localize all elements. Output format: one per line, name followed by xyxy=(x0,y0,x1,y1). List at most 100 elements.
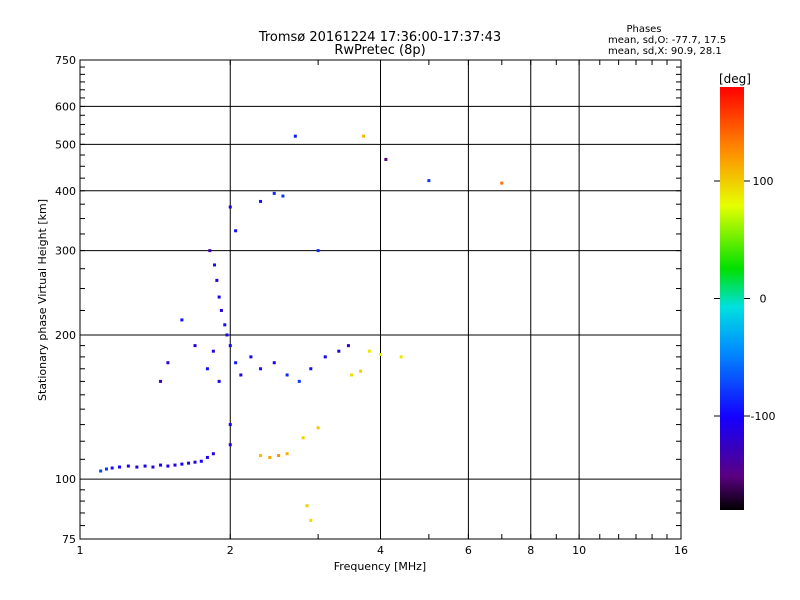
data-points xyxy=(99,134,504,522)
data-point xyxy=(110,466,114,470)
data-point xyxy=(309,518,313,522)
ticks: 1 2 4 6 8 10 16 75 100 200 300 400 500 600 750 xyxy=(55,54,688,557)
colorbar-gradient xyxy=(720,87,744,510)
data-point xyxy=(219,308,223,312)
data-point xyxy=(223,323,227,327)
data-point xyxy=(159,463,163,467)
data-point xyxy=(99,469,103,473)
data-point xyxy=(316,426,320,430)
y-tick-label: 300 xyxy=(55,245,76,258)
y-tick-label: 100 xyxy=(55,473,76,486)
chart-title: Tromsø 20161224 17:36:00-17:37:43 xyxy=(258,30,501,45)
y-tick-label: 400 xyxy=(55,185,76,198)
stats-o-line: mean, sd,O: -77.7, 17.5 xyxy=(608,35,726,46)
data-point xyxy=(427,179,431,183)
data-point xyxy=(323,355,327,359)
y-tick-label: 200 xyxy=(55,329,76,342)
data-point xyxy=(228,443,232,447)
data-point xyxy=(239,373,243,377)
data-point xyxy=(399,355,403,359)
stats-heading: Phases xyxy=(626,24,661,35)
data-point xyxy=(225,333,229,337)
colorbar: [deg] 100 0 -100 xyxy=(714,72,775,510)
data-point xyxy=(193,460,197,464)
data-point xyxy=(350,373,354,377)
data-point xyxy=(293,134,297,138)
data-point xyxy=(272,361,276,365)
data-point xyxy=(166,464,170,468)
data-point xyxy=(211,349,215,353)
x-tick-label: 4 xyxy=(377,544,384,557)
data-point xyxy=(213,263,217,267)
data-point xyxy=(285,373,289,377)
data-point xyxy=(305,504,309,508)
data-point xyxy=(205,367,209,371)
stats-x-line: mean, sd,X: 90.9, 28.1 xyxy=(608,46,722,57)
data-point xyxy=(316,249,320,253)
x-axis-label: Frequency [MHz] xyxy=(334,560,426,573)
y-tick-label: 600 xyxy=(55,100,76,113)
data-point xyxy=(297,379,301,383)
data-point xyxy=(151,465,155,469)
y-tick-label: 750 xyxy=(55,54,76,67)
data-point xyxy=(379,353,382,357)
colorbar-tick-label: 100 xyxy=(753,175,774,188)
data-point xyxy=(173,463,177,467)
x-tick-label: 2 xyxy=(227,544,234,557)
data-point xyxy=(205,455,209,459)
chart-subtitle: RwPretec (8p) xyxy=(334,43,425,58)
data-point xyxy=(180,318,184,322)
data-point xyxy=(143,464,147,468)
data-point xyxy=(187,461,191,465)
data-point xyxy=(234,229,238,233)
data-point xyxy=(217,379,221,383)
data-point xyxy=(228,205,232,209)
y-tick-label: 500 xyxy=(55,138,76,151)
data-point xyxy=(367,349,371,353)
data-point xyxy=(159,379,163,383)
colorbar-ticks: 100 0 -100 xyxy=(714,175,775,423)
colorbar-tick-label: -100 xyxy=(751,410,776,423)
data-point xyxy=(309,367,313,371)
colorbar-tick-label: 0 xyxy=(760,293,767,306)
data-point xyxy=(500,181,504,185)
data-point xyxy=(272,191,276,195)
colorbar-label: [deg] xyxy=(719,72,751,86)
data-point xyxy=(135,465,139,469)
data-point xyxy=(259,367,263,371)
data-point xyxy=(211,452,215,456)
data-point xyxy=(215,278,219,282)
x-tick-label: 16 xyxy=(674,544,688,557)
data-point xyxy=(208,249,212,253)
data-point xyxy=(104,467,108,471)
data-point xyxy=(126,464,130,468)
data-point xyxy=(228,344,232,348)
data-point xyxy=(193,344,197,348)
data-point xyxy=(259,199,263,203)
x-tick-label: 6 xyxy=(465,544,472,557)
plot-area: 1 2 4 6 8 10 16 75 100 200 300 400 500 600 750 xyxy=(55,54,688,557)
x-tick-label: 8 xyxy=(527,544,534,557)
data-point xyxy=(180,462,184,466)
data-point xyxy=(362,134,366,138)
data-point xyxy=(285,452,289,456)
data-point xyxy=(277,454,281,458)
data-point xyxy=(301,436,305,440)
y-tick-label: 75 xyxy=(62,533,76,546)
data-point xyxy=(228,423,232,427)
data-point xyxy=(268,455,272,459)
x-tick-label: 10 xyxy=(572,544,586,557)
data-point xyxy=(249,355,253,359)
data-point xyxy=(346,344,350,348)
data-point xyxy=(166,361,170,365)
data-point xyxy=(217,295,221,299)
data-point xyxy=(359,369,363,373)
data-point xyxy=(199,459,203,463)
y-axis-label: Stationary phase Virtual Height [km] xyxy=(36,199,49,401)
grid xyxy=(80,60,681,539)
x-tick-label: 1 xyxy=(77,544,84,557)
data-point xyxy=(337,349,341,353)
data-point xyxy=(259,454,263,458)
data-point xyxy=(281,194,285,198)
